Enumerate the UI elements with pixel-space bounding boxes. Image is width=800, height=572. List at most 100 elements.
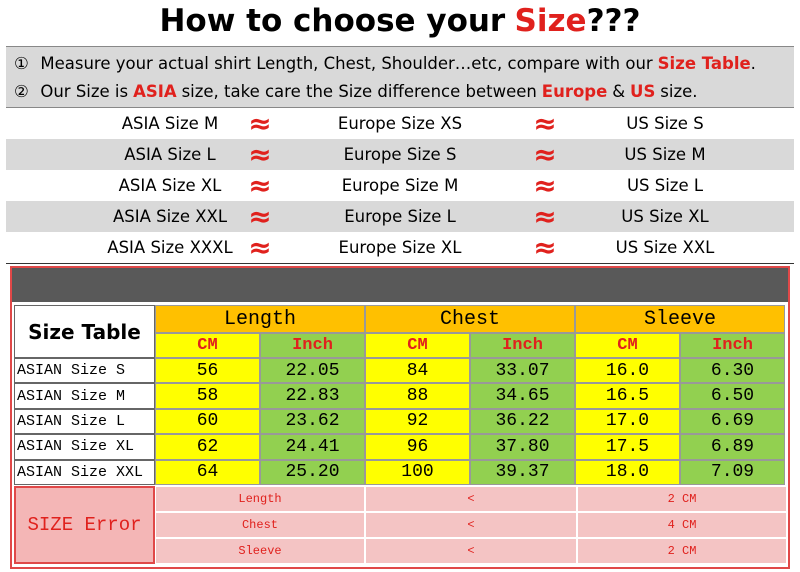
table-bar: [12, 268, 788, 302]
table-cell: 33.07: [470, 358, 575, 384]
note-text: ②: [14, 81, 29, 101]
approx-symbol: ≈: [533, 231, 557, 264]
note-highlight: Europe: [541, 81, 608, 101]
unit-header: CM: [365, 333, 470, 358]
conversion-cell: Europe Size M: [341, 176, 459, 195]
conversion-cell: Europe Size L: [344, 207, 456, 226]
unit-header: CM: [575, 333, 680, 358]
approx-symbol: ≈: [533, 138, 557, 171]
title-suffix: ???: [586, 3, 641, 39]
table-cell: 37.80: [470, 434, 575, 460]
note-text: .: [750, 53, 756, 73]
table-cell: 60: [155, 408, 260, 435]
unit-header: Inch: [680, 333, 785, 358]
note-highlight: ASIA: [133, 81, 177, 101]
table-cell: 56: [155, 358, 260, 384]
table-cell: 84: [365, 358, 470, 384]
note-text: &: [612, 81, 626, 101]
error-cell: Length: [155, 486, 365, 512]
table-frame: [10, 266, 790, 569]
approx-symbol: ≈: [248, 138, 272, 171]
table-cell: 92: [365, 408, 470, 435]
table-cell: 25.20: [260, 459, 365, 485]
conversion-cell: US Size XXL: [615, 238, 715, 257]
table-cell: 34.65: [470, 383, 575, 409]
table-cell: 17.0: [575, 408, 680, 435]
table-cell: 22.83: [260, 383, 365, 409]
group-header: Length: [155, 305, 365, 333]
error-cell: <: [365, 538, 577, 564]
approx-symbol: ≈: [533, 107, 557, 140]
error-cell: Sleeve: [155, 538, 365, 564]
row-label: ASIAN Size XL: [14, 434, 155, 460]
row-label: ASIAN Size XXL: [14, 459, 155, 485]
error-cell: 2 CM: [577, 486, 787, 512]
table-cell: 96: [365, 434, 470, 460]
table-cell: 62: [155, 434, 260, 460]
conversion-row: [6, 201, 794, 232]
table-cell: 6.30: [680, 358, 785, 384]
conversion-cell: Europe Size XL: [338, 238, 462, 257]
conversion-cell: ASIA Size XXL: [112, 207, 228, 226]
table-cell: 17.5: [575, 434, 680, 460]
title: How to choose your Size???: [0, 0, 800, 42]
approx-symbol: ≈: [248, 169, 272, 202]
conversion-cell: ASIA Size L: [124, 145, 216, 164]
conversion-row: [6, 139, 794, 170]
note-text: size.: [660, 81, 698, 101]
table-cell: 18.0: [575, 459, 680, 485]
approx-symbol: ≈: [533, 200, 557, 233]
table-cell: 88: [365, 383, 470, 409]
conversion-cell: US Size S: [626, 114, 704, 133]
table-cell: 6.89: [680, 434, 785, 460]
table-cell: 58: [155, 383, 260, 409]
unit-header: CM: [155, 333, 260, 358]
table-cell: 39.37: [470, 459, 575, 485]
approx-symbol: ≈: [248, 231, 272, 264]
conversion-cell: Europe Size S: [343, 145, 457, 164]
error-cell: 4 CM: [577, 512, 787, 538]
table-cell: 36.22: [470, 408, 575, 435]
note-text: size, take care the Size difference betw…: [181, 81, 537, 101]
error-cell: Chest: [155, 512, 365, 538]
table-cell: 22.05: [260, 358, 365, 384]
table-cell: 7.09: [680, 459, 785, 485]
unit-header: Inch: [260, 333, 365, 358]
note-highlight: Size Table: [657, 53, 751, 73]
notes-box: [6, 46, 794, 108]
table-cell: 100: [365, 459, 470, 485]
conversion-cell: US Size XL: [621, 207, 709, 226]
table-cell: 24.41: [260, 434, 365, 460]
table-cell: 6.69: [680, 408, 785, 435]
error-cell: <: [365, 512, 577, 538]
note-line: ② Our Size is ASIA size, take care the Size…: [14, 78, 698, 104]
conversion-cell: US Size L: [626, 176, 704, 195]
error-label: SIZE Error: [14, 486, 155, 564]
row-label: ASIAN Size L: [14, 408, 155, 435]
conversion-cell: US Size M: [624, 145, 706, 164]
table-cell: 64: [155, 459, 260, 485]
approx-symbol: ≈: [248, 107, 272, 140]
error-cell: <: [365, 486, 577, 512]
conversion-cell: Europe Size XS: [337, 114, 463, 133]
table-cell: 6.50: [680, 383, 785, 409]
group-header: Chest: [365, 305, 575, 333]
table-cell: 23.62: [260, 408, 365, 435]
approx-symbol: ≈: [248, 200, 272, 233]
row-label: ASIAN Size M: [14, 383, 155, 409]
group-header: Sleeve: [575, 305, 785, 333]
note-line: ① Measure your actual shirt Length, Chest…: [14, 50, 756, 76]
conversion-row: [6, 232, 794, 263]
table-header mono: Size Table: [14, 305, 155, 358]
conversion-row: [6, 108, 794, 139]
note-text: Our Size is: [40, 81, 129, 101]
note-highlight: US: [630, 81, 656, 101]
title-highlight: Size: [514, 3, 587, 39]
divider: [6, 263, 794, 264]
table-cell: 16.0: [575, 358, 680, 384]
conversion-cell: ASIA Size XXXL: [107, 238, 233, 257]
conversion-cell: ASIA Size M: [121, 114, 219, 133]
note-text: Measure your actual shirt Length, Chest,…: [40, 53, 653, 73]
error-cell: 2 CM: [577, 538, 787, 564]
